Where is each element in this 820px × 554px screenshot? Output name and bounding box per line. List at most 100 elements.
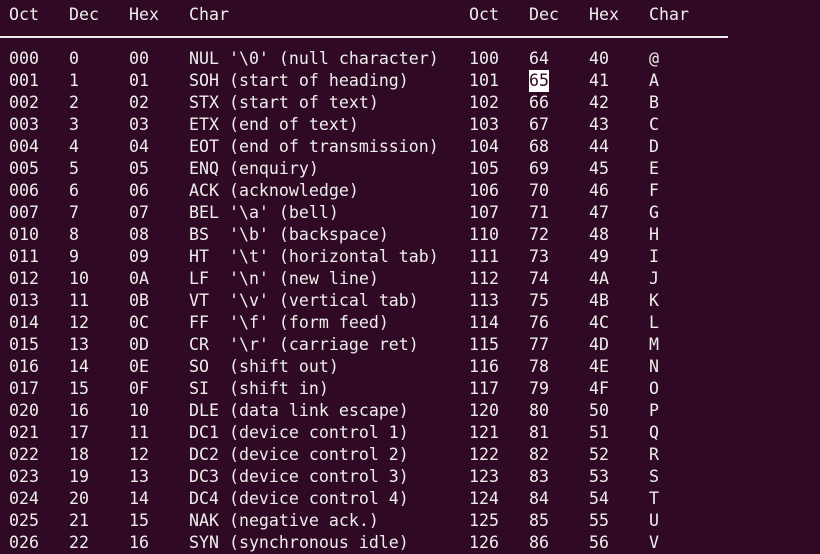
cell-hex: 07 [129, 203, 149, 222]
cell-hex: 10 [129, 401, 149, 420]
cell-oct: 013 [9, 291, 39, 310]
cell-hex: 12 [129, 445, 149, 464]
cell-char: ENQ (enquiry) [189, 159, 319, 178]
cell-char: K [649, 291, 659, 310]
cell-hex: 06 [129, 181, 149, 200]
cell-hex: 0B [129, 291, 149, 310]
header-dec: Dec [529, 5, 559, 24]
cell-dec: 72 [529, 225, 549, 244]
cell-hex: 4E [589, 357, 609, 376]
cell-oct: 103 [469, 115, 499, 134]
cell-oct: 004 [9, 137, 39, 156]
cell-char: BEL '\a' (bell) [189, 203, 339, 222]
cell-char: ETX (end of text) [189, 115, 359, 134]
cell-oct: 125 [469, 511, 499, 530]
cell-char: NUL '\0' (null character) [189, 49, 439, 68]
cell-dec: 9 [69, 247, 79, 266]
cell-hex: 16 [129, 533, 149, 552]
cell-oct: 117 [469, 379, 499, 398]
cell-oct: 111 [469, 247, 499, 266]
cell-char: J [649, 269, 659, 288]
cell-char: Q [649, 423, 659, 442]
cell-hex: 4D [589, 335, 609, 354]
table-row: 023 19 13 DC3 (device control 3) 123 83 53 S [0, 466, 820, 488]
cell-char: O [649, 379, 659, 398]
cell-dec: 78 [529, 357, 549, 376]
cell-dec: 73 [529, 247, 549, 266]
table-row: 011 9 09 HT '\t' (horizontal tab) 111 73 49 I [0, 246, 820, 268]
cell-char: DC3 (device control 3) [189, 467, 409, 486]
cell-hex: 4F [589, 379, 609, 398]
cell-char: V [649, 533, 659, 552]
cell-hex: 40 [589, 49, 609, 68]
cell-hex: 45 [589, 159, 609, 178]
cell-dec: 5 [69, 159, 79, 178]
cell-oct: 021 [9, 423, 39, 442]
cell-oct: 126 [469, 533, 499, 552]
cell-dec: 16 [69, 401, 89, 420]
cell-hex: 0E [129, 357, 149, 376]
cell-oct: 022 [9, 445, 39, 464]
cell-oct: 025 [9, 511, 39, 530]
cell-oct: 104 [469, 137, 499, 156]
cell-hex: 4B [589, 291, 609, 310]
cell-dec: 13 [69, 335, 89, 354]
table-row: 004 4 04 EOT (end of transmission) 104 68 44 D [0, 136, 820, 158]
cell-hex: 02 [129, 93, 149, 112]
cell-char: DC4 (device control 4) [189, 489, 409, 508]
cell-oct: 106 [469, 181, 499, 200]
header-char: Char [189, 5, 229, 24]
cell-hex: 49 [589, 247, 609, 266]
cell-char: SO (shift out) [189, 357, 339, 376]
table-row: 000 0 00 NUL '\0' (null character) 100 64 40 @ [0, 48, 820, 70]
header-dec: Dec [69, 5, 99, 24]
table-row: 025 21 15 NAK (negative ack.) 125 85 55 U [0, 510, 820, 532]
cell-dec: 70 [529, 181, 549, 200]
cell-char: G [649, 203, 659, 222]
cell-char: L [649, 313, 659, 332]
cell-dec: 80 [529, 401, 549, 420]
cell-char: A [649, 71, 659, 90]
cell-dec: 14 [69, 357, 89, 376]
cell-hex: 14 [129, 489, 149, 508]
cell-oct: 015 [9, 335, 39, 354]
cell-hex: 00 [129, 49, 149, 68]
cursor-cell: 65 [529, 70, 549, 92]
cell-dec: 82 [529, 445, 549, 464]
cell-dec: 11 [69, 291, 89, 310]
cell-char: H [649, 225, 659, 244]
table-row: 001 1 01 SOH (start of heading) 101 65 41 A [0, 70, 820, 92]
cell-oct: 001 [9, 71, 39, 90]
cell-dec: 7 [69, 203, 79, 222]
cell-hex: 43 [589, 115, 609, 134]
cell-oct: 110 [469, 225, 499, 244]
cell-char: SI (shift in) [189, 379, 329, 398]
cell-char: DLE (data link escape) [189, 401, 409, 420]
cell-hex: 50 [589, 401, 609, 420]
cell-hex: 15 [129, 511, 149, 530]
cell-dec: 2 [69, 93, 79, 112]
cell-dec: 79 [529, 379, 549, 398]
header-rule [0, 36, 728, 38]
table-row: 002 2 02 STX (start of text) 102 66 42 B [0, 92, 820, 114]
table-row: 005 5 05 ENQ (enquiry) 105 69 45 E [0, 158, 820, 180]
cell-char: E [649, 159, 659, 178]
cell-hex: 03 [129, 115, 149, 134]
cell-oct: 002 [9, 93, 39, 112]
cell-oct: 017 [9, 379, 39, 398]
cell-oct: 121 [469, 423, 499, 442]
cell-dec: 74 [529, 269, 549, 288]
cell-oct: 114 [469, 313, 499, 332]
cell-oct: 000 [9, 49, 39, 68]
cell-hex: 13 [129, 467, 149, 486]
table-row: 014 12 0C FF '\f' (form feed) 114 76 4C L [0, 312, 820, 334]
table-row: 024 20 14 DC4 (device control 4) 124 84 54 T [0, 488, 820, 510]
cell-oct: 120 [469, 401, 499, 420]
cell-char: DC2 (device control 2) [189, 445, 409, 464]
cell-oct: 023 [9, 467, 39, 486]
cell-dec: 17 [69, 423, 89, 442]
cell-oct: 115 [469, 335, 499, 354]
cell-hex: 0D [129, 335, 149, 354]
cell-dec: 20 [69, 489, 89, 508]
cell-dec: 12 [69, 313, 89, 332]
